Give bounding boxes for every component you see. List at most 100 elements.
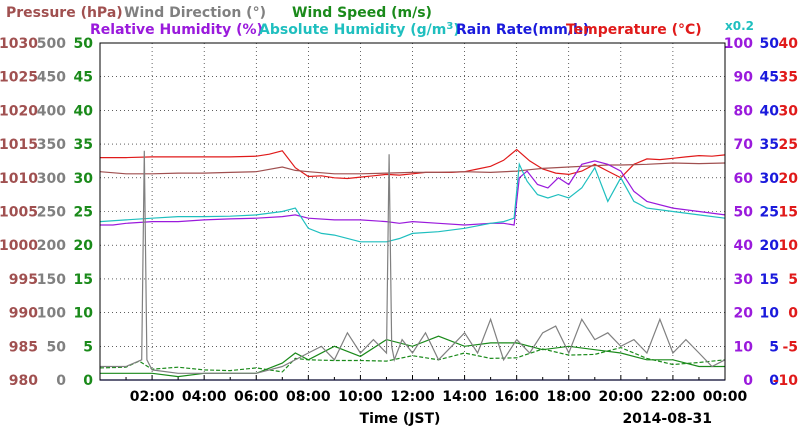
y-tick-label: 5 <box>788 272 798 288</box>
y-tick-label: 0 <box>83 373 93 389</box>
chart-date: 2014-08-31 <box>622 411 712 427</box>
y-tick-label: 30 <box>760 171 780 187</box>
series-line <box>99 162 726 243</box>
y-tick-label: 1030 <box>0 36 38 52</box>
legend-relative-humidity: Relative Humidity (%) <box>90 22 263 38</box>
plot-frame <box>99 42 726 381</box>
y-tick-label: 990 <box>9 306 38 322</box>
legend-wind-speed: Wind Speed (m/s) <box>292 5 432 21</box>
y-tick-label: 35 <box>74 137 93 153</box>
y-tick-label: 1000 <box>0 238 38 254</box>
x-tick-label: 04:00 <box>182 389 227 405</box>
legend-wind-direction: Wind Direction (°) <box>124 5 266 21</box>
y-tick-label: 80 <box>734 103 754 119</box>
y-tick-label: 30 <box>74 171 94 187</box>
y-tick-label: 250 <box>37 205 66 221</box>
legend-superscript: 3 <box>446 21 453 32</box>
series-line <box>99 346 726 373</box>
y-tick-label: 980 <box>9 373 38 389</box>
y-tick-label: 500 <box>37 36 66 52</box>
y-tick-label: 35 <box>760 137 779 153</box>
y-tick-label: 10 <box>734 339 754 355</box>
series-line <box>100 335 725 378</box>
y-tick-label: 400 <box>37 103 66 119</box>
y-tick-label: 50 <box>74 36 94 52</box>
y-tick-label: 25 <box>760 205 779 221</box>
y-tick-label: 5 <box>83 339 93 355</box>
y-tick-label: 40 <box>74 103 94 119</box>
y-tick-label: 995 <box>9 272 38 288</box>
y-tick-label: 1010 <box>0 171 38 187</box>
y-tick-label: 50 <box>47 339 67 355</box>
x-axis-label: Time (JST) <box>360 411 441 427</box>
legend-scale-note: x0.2 <box>725 19 754 33</box>
y-tick-label: 50 <box>734 205 754 221</box>
x-tick-label: 00:00 <box>703 389 748 405</box>
x-tick-label: 18:00 <box>546 389 591 405</box>
y-tick-label: 40 <box>760 103 780 119</box>
y-tick-label: 25 <box>74 205 93 221</box>
y-tick-label: 300 <box>37 171 66 187</box>
y-tick-label: 10 <box>779 238 799 254</box>
y-tick-label: 0 <box>769 373 779 389</box>
legend-rain-rate: Rain Rate(mm/h) <box>456 22 589 38</box>
y-tick-label: 200 <box>37 238 66 254</box>
y-tick-label: 150 <box>37 272 66 288</box>
y-tick-label: 30 <box>779 103 799 119</box>
x-tick-label: 14:00 <box>442 389 487 405</box>
y-tick-label: 20 <box>760 238 780 254</box>
y-tick-label: 1015 <box>0 137 38 153</box>
grid <box>100 43 725 380</box>
y-tick-label: 40 <box>734 238 754 254</box>
y-tick-label: 350 <box>37 137 66 153</box>
y-tick-label: 15 <box>779 205 798 221</box>
x-tick-label: 22:00 <box>651 389 696 405</box>
y-tick-label: 10 <box>74 306 94 322</box>
y-tick-label: 100 <box>724 36 753 52</box>
y-tick-label: 10 <box>760 306 780 322</box>
y-tick-label: 40 <box>779 36 799 52</box>
y-tick-label: 0 <box>788 306 798 322</box>
y-tick-label: 1005 <box>0 205 38 221</box>
y-tick-label: 1020 <box>0 103 38 119</box>
legend-temperature: Temperature (°C) <box>566 22 702 38</box>
x-tick-label: 08:00 <box>286 389 331 405</box>
x-tick-label: 02:00 <box>130 389 175 405</box>
legend: Pressure (hPa) Wind Direction (°) Wind S… <box>6 5 754 38</box>
x-tick-label: 10:00 <box>338 389 383 405</box>
legend-absolute-humidity: Absolute Humidity (g/m3) <box>259 21 460 38</box>
series-line <box>100 150 726 374</box>
y-tick-label: 50 <box>760 36 780 52</box>
y-tick-label: 0 <box>743 373 753 389</box>
y-tick-label: 45 <box>74 70 93 86</box>
legend-pressure: Pressure (hPa) <box>6 5 123 21</box>
x-tick-label: 06:00 <box>234 389 279 405</box>
series-group <box>99 148 726 381</box>
y-tick-label: 15 <box>760 272 779 288</box>
x-tick-label: 20:00 <box>599 389 644 405</box>
y-tick-label: 60 <box>734 171 754 187</box>
y-tick-label: 30 <box>734 272 754 288</box>
y-tick-label: 25 <box>779 137 798 153</box>
y-tick-label: 0 <box>56 373 66 389</box>
series-line <box>99 162 726 175</box>
y-tick-label: 15 <box>74 272 93 288</box>
x-tick-label: 12:00 <box>390 389 435 405</box>
y-tick-label: 90 <box>734 70 754 86</box>
axes: 9809859909951000100510101015102010251030… <box>0 36 798 405</box>
y-tick-label: 45 <box>760 70 779 86</box>
y-tick-label: 100 <box>37 306 66 322</box>
y-tick-label: 20 <box>734 306 754 322</box>
x-tick-label: 16:00 <box>494 389 539 405</box>
y-tick-label: 70 <box>734 137 754 153</box>
y-tick-label: 985 <box>9 339 38 355</box>
y-tick-label: 35 <box>779 70 798 86</box>
y-tick-label: 20 <box>779 171 799 187</box>
series-line <box>100 160 726 226</box>
y-tick-label: -10 <box>773 373 799 389</box>
y-tick-label: 450 <box>37 70 66 86</box>
y-tick-label: 1025 <box>0 70 38 86</box>
y-tick-label: 5 <box>769 339 779 355</box>
y-tick-label: -5 <box>782 339 798 355</box>
